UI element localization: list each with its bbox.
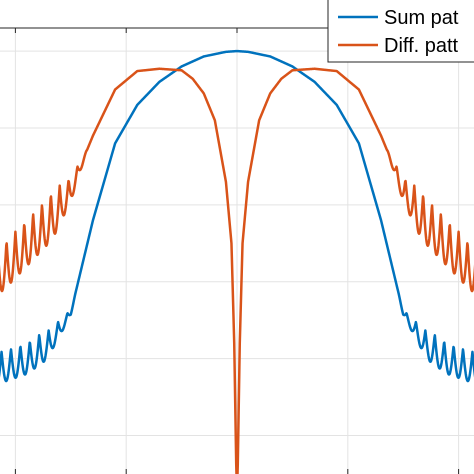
legend-label-diff: Diff. patt bbox=[384, 35, 459, 57]
sum-pattern-line bbox=[0, 49, 474, 383]
series-layer bbox=[0, 49, 474, 474]
legend: Sum pat Diff. patt bbox=[327, 0, 474, 63]
diff-pattern-line bbox=[0, 67, 474, 474]
legend-label-sum: Sum pat bbox=[384, 7, 459, 29]
legend-box bbox=[327, 0, 474, 63]
